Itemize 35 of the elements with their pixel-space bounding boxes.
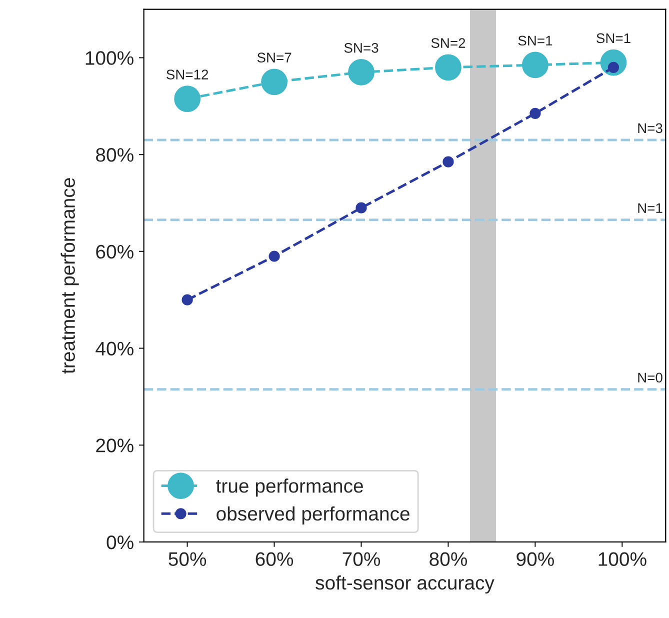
annotation: N=1	[638, 203, 662, 213]
point	[356, 202, 367, 214]
annotation: SN=1	[596, 33, 630, 44]
annotation: SN=2	[431, 38, 466, 48]
x-tick-label: 70%	[342, 552, 380, 566]
y-tick-label: 40%	[96, 342, 134, 356]
legend-label: true performance	[216, 478, 363, 497]
annotation: SN=3	[344, 42, 378, 53]
annotation: N=3	[638, 123, 662, 134]
point	[261, 68, 288, 96]
annotation: SN=1	[518, 36, 552, 46]
point	[348, 59, 374, 86]
point	[174, 86, 201, 112]
point	[442, 156, 454, 168]
x-axis-title: soft-sensor accuracy	[316, 575, 494, 594]
x-tick-label: 60%	[256, 552, 294, 566]
annotation: SN=12	[166, 70, 208, 80]
x-tick-label: 80%	[430, 552, 467, 566]
x-tick-label: 50%	[168, 552, 206, 566]
y-tick-label: 0%	[106, 535, 134, 550]
point	[530, 108, 541, 119]
y-tick-label: 80%	[96, 148, 134, 162]
point	[268, 250, 280, 262]
x-tick-label: 90%	[516, 552, 554, 566]
point	[522, 52, 548, 78]
point	[182, 294, 193, 306]
y-tick-label: 20%	[96, 438, 134, 452]
x-tick-label: 100%	[598, 552, 646, 566]
y-tick-label: 60%	[96, 244, 134, 259]
y-tick-label: 100%	[86, 51, 134, 65]
y-axis-title: treatment performance	[60, 178, 79, 374]
point	[435, 54, 462, 81]
annotation: N=0	[638, 372, 662, 383]
annotation: SN=7	[257, 52, 292, 62]
legend-label: observed performance	[216, 506, 410, 524]
